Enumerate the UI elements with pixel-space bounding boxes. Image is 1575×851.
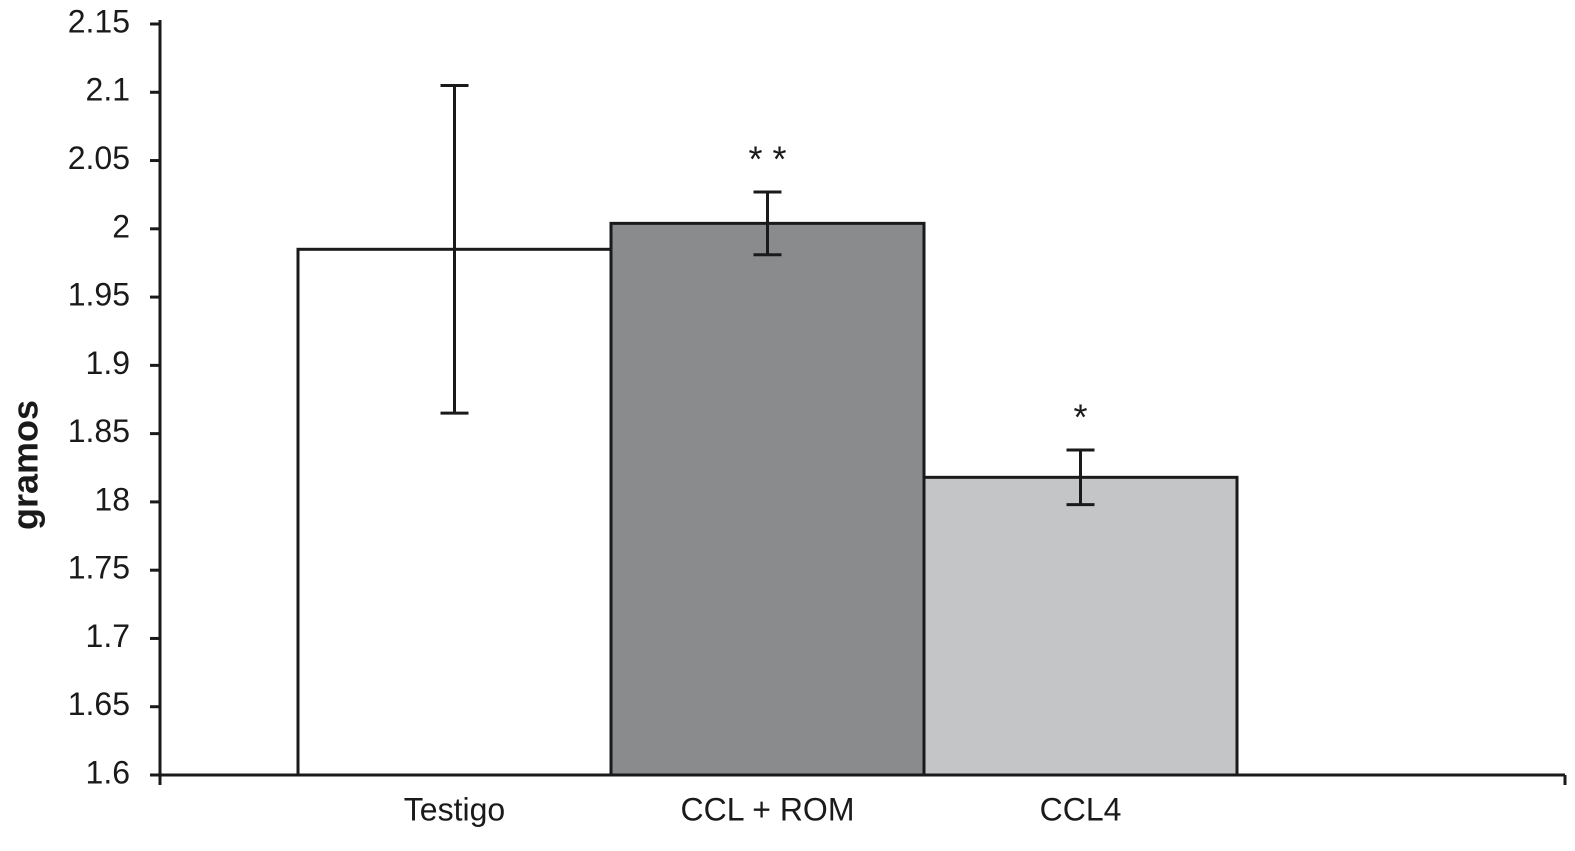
y-tick-label: 1.9: [86, 345, 130, 381]
y-tick-label: 2.15: [68, 3, 130, 39]
error-bar: [1066, 448, 1095, 507]
y-tick-label: 1.7: [86, 618, 130, 654]
error-bar: [753, 190, 782, 257]
y-axis-label: gramos: [5, 400, 46, 530]
y-tick-label: 1.6: [86, 754, 130, 790]
y-tick-label: 18: [94, 481, 130, 517]
y-tick-label: 2: [112, 208, 130, 244]
significance-annotation: * *: [748, 138, 786, 179]
error-bar: [440, 83, 469, 415]
x-tick-label: CCL4: [1040, 791, 1122, 827]
bar: [922, 475, 1239, 777]
y-tick-label: 1.75: [68, 550, 130, 586]
x-tick-label: Testigo: [404, 791, 505, 827]
y-tick-label: 1.85: [68, 413, 130, 449]
y-tick-label: 1.65: [68, 686, 130, 722]
y-tick-label: 2.05: [68, 140, 130, 176]
x-tick-label: CCL + ROM: [681, 791, 855, 827]
bar: [609, 221, 926, 777]
significance-annotation: *: [1073, 397, 1087, 438]
y-tick-label: 1.95: [68, 277, 130, 313]
y-tick-label: 2.1: [86, 72, 130, 108]
